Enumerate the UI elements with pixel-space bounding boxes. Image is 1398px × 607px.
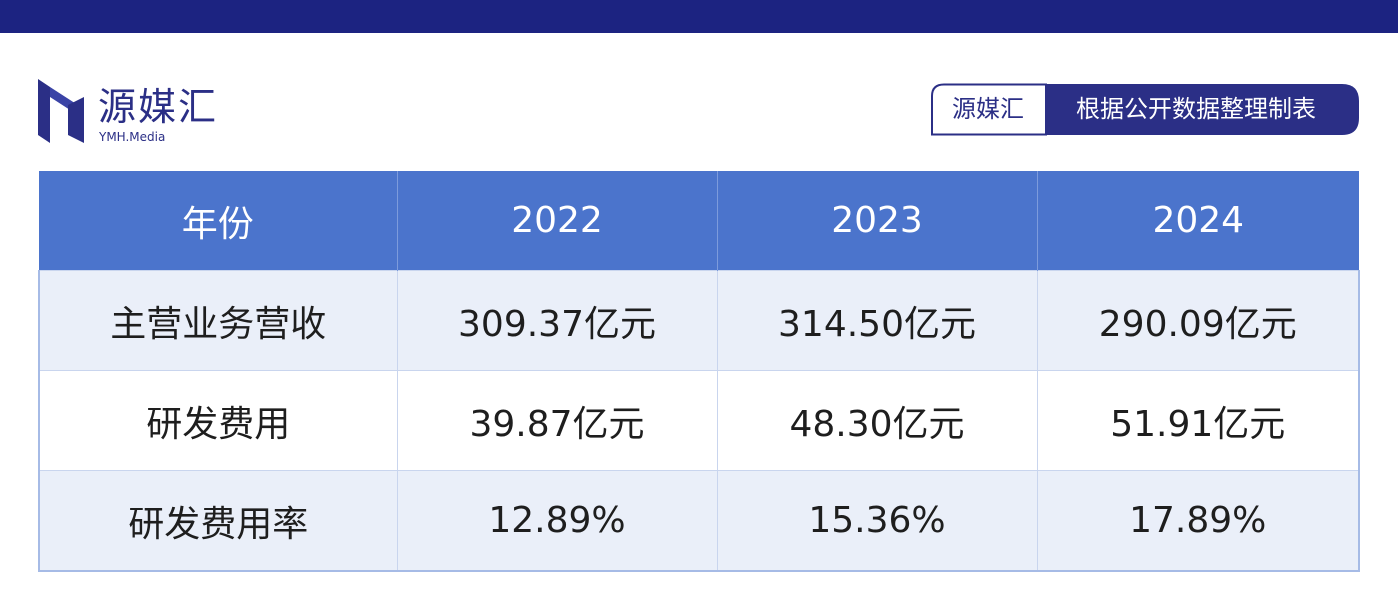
top-banner	[0, 0, 1398, 33]
header-2023: 2023	[717, 171, 1038, 271]
table-cell: 290.09亿元	[1037, 270, 1360, 371]
logo-mark-icon	[38, 79, 84, 143]
row-label-revenue: 主营业务营收	[38, 270, 398, 371]
table-header-row: 年份 2022 2023 2024	[39, 171, 1359, 271]
source-brand: 源媒汇	[952, 95, 1024, 123]
header-2024: 2024	[1037, 171, 1359, 271]
table-row: 研发费用 39.87亿元 48.30亿元 51.91亿元	[38, 370, 1360, 471]
row-label-rd-ratio: 研发费用率	[38, 470, 398, 572]
row-label-rd-expense: 研发费用	[38, 370, 398, 471]
table-row: 主营业务营收 309.37亿元 314.50亿元 290.09亿元	[38, 270, 1360, 371]
source-note: 根据公开数据整理制表	[1076, 95, 1316, 123]
table-cell: 51.91亿元	[1037, 370, 1360, 471]
table-cell: 15.36%	[717, 470, 1038, 572]
table-cell: 309.37亿元	[397, 270, 718, 371]
header-year: 年份	[39, 171, 398, 271]
table-row: 研发费用率 12.89% 15.36% 17.89%	[38, 470, 1360, 572]
table-cell: 39.87亿元	[397, 370, 718, 471]
table-cell: 314.50亿元	[717, 270, 1038, 371]
data-table: 年份 2022 2023 2024 主营业务营收 309.37亿元 314.50…	[38, 171, 1360, 572]
source-tag: 源媒汇 根据公开数据整理制表	[930, 83, 1360, 136]
table-cell: 12.89%	[397, 470, 718, 572]
header-2022: 2022	[397, 171, 718, 271]
table-cell: 48.30亿元	[717, 370, 1038, 471]
logo-subtitle: YMH.Media	[99, 130, 166, 144]
source-tag-shape	[931, 83, 1359, 136]
ymh-logo: 源媒汇 YMH.Media	[38, 79, 278, 149]
table-cell: 17.89%	[1037, 470, 1360, 572]
logo-name: 源媒汇	[98, 85, 219, 129]
